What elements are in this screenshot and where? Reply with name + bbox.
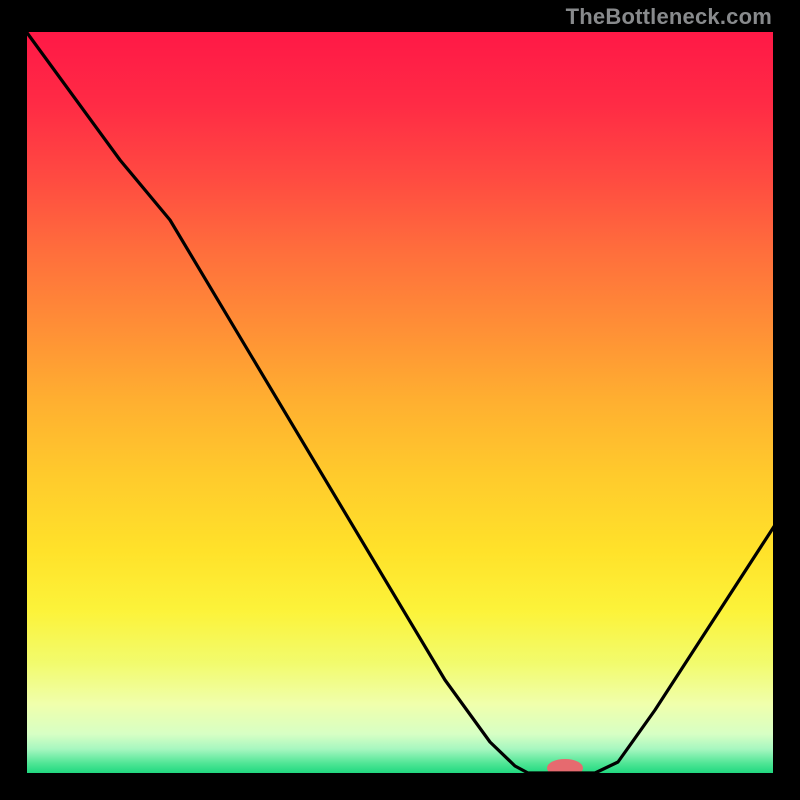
bottleneck-chart <box>0 0 800 800</box>
watermark-text: TheBottleneck.com <box>566 4 772 30</box>
chart-frame: TheBottleneck.com <box>0 0 800 800</box>
plot-gradient <box>25 30 775 775</box>
